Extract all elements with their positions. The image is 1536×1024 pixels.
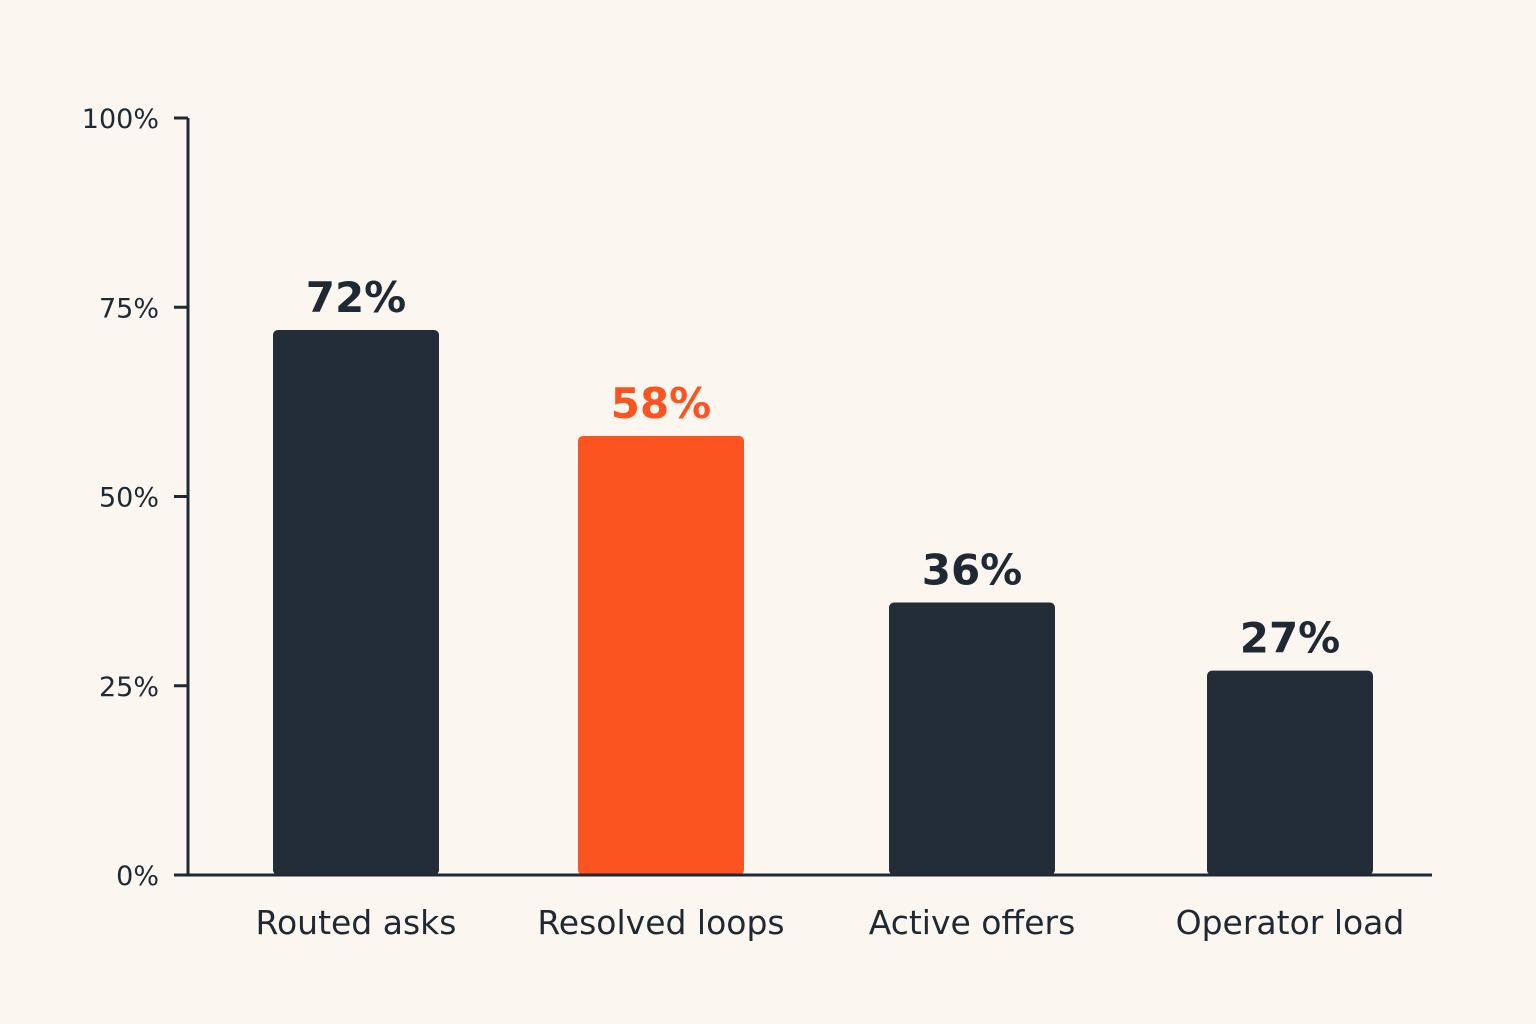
- y-axis: 0% 25% 50% 75% 100%: [82, 104, 190, 892]
- x-axis: Routed asks Resolved loops Active offers Op…: [188, 873, 1432, 942]
- bar: [578, 435, 744, 875]
- bar-value-label: 27%: [1240, 614, 1341, 663]
- x-category-label: Operator load: [1176, 903, 1405, 942]
- x-category-label: Resolved loops: [537, 903, 784, 942]
- bar: [1207, 670, 1373, 875]
- bar-value-label: 36%: [922, 545, 1023, 594]
- bar-value-label: 72%: [306, 273, 407, 322]
- y-tick-label: 0%: [116, 861, 159, 892]
- bars: 72% 58% 36% 27%: [273, 273, 1373, 876]
- bar-value-label: 58%: [611, 379, 712, 428]
- bar: [273, 329, 439, 876]
- x-category-label: Routed asks: [256, 903, 457, 942]
- y-tick-label: 75%: [99, 293, 159, 324]
- y-tick-label: 50%: [99, 483, 159, 514]
- y-tick-label: 25%: [99, 672, 159, 703]
- bar: [889, 602, 1055, 875]
- y-tick-label: 100%: [82, 104, 159, 135]
- x-category-label: Active offers: [869, 903, 1076, 942]
